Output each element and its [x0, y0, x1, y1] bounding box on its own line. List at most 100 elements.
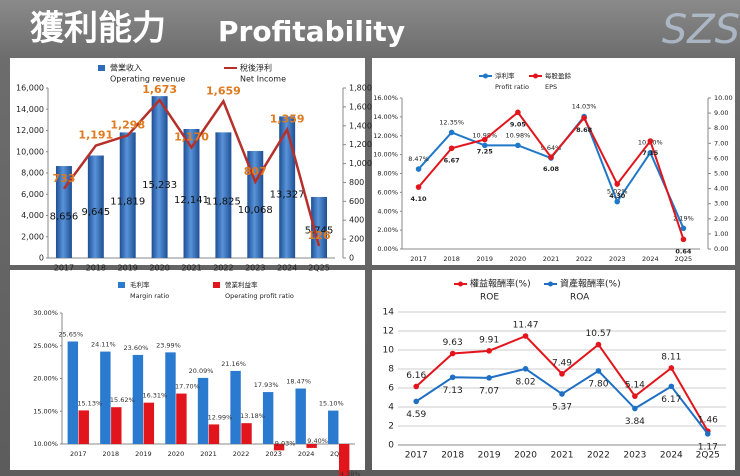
x-tick-label: 2023	[245, 264, 265, 273]
marker	[481, 136, 488, 143]
data-label: 12,141	[174, 195, 209, 206]
x-tick-label: 2023	[609, 255, 626, 263]
bar	[241, 423, 252, 444]
data-label: 18.47%	[286, 378, 311, 386]
bar	[262, 392, 274, 444]
bar	[273, 444, 285, 451]
data-label: 1.17	[698, 442, 718, 452]
x-tick-label: 2024	[298, 450, 315, 458]
x-tick-label: 2018	[103, 450, 120, 458]
bar	[151, 96, 168, 258]
data-label: 12.99%	[208, 413, 233, 421]
x-tick-label: 2024	[277, 264, 297, 273]
y-tick-label: 10	[383, 346, 395, 356]
marker	[486, 348, 492, 354]
x-tick-label: 2022	[587, 451, 610, 461]
marker	[614, 181, 621, 187]
data-label: 8.02	[516, 377, 536, 387]
data-label: 4.59	[406, 410, 426, 420]
legend-label: 營業收入	[110, 63, 142, 73]
y-tick-label: 16,000	[16, 84, 44, 93]
data-label: 20.09%	[189, 367, 214, 375]
x-tick-label: 2021	[200, 450, 217, 458]
y-tick-label: 30.00%	[33, 309, 58, 317]
marker	[449, 374, 456, 381]
marker	[515, 109, 521, 116]
bar	[78, 410, 89, 444]
data-label: 13.18%	[240, 412, 265, 420]
y2-tick-label: 0	[349, 254, 354, 263]
y-tick-label: 8,000	[21, 169, 44, 178]
data-label: 1,359	[270, 113, 305, 126]
x-tick-label: 2Q25	[675, 255, 693, 263]
data-label: 13,327	[270, 189, 305, 200]
data-label: 10.98%	[505, 131, 530, 139]
y2-tick-label: 3.00	[714, 200, 728, 208]
data-label: 10.98%	[472, 131, 497, 139]
data-label: 24.11%	[91, 341, 116, 349]
y-tick-label: 4	[388, 403, 394, 413]
y-tick-label: 6	[388, 384, 394, 394]
x-tick-label: 2022	[576, 255, 593, 263]
data-label: 11,819	[110, 196, 145, 207]
y2-tick-label: 6.00	[714, 154, 728, 162]
bar	[87, 155, 104, 258]
bar	[67, 341, 79, 444]
data-label: 17.70%	[175, 383, 200, 391]
marker	[522, 366, 529, 372]
y-tick-label: 2.00%	[377, 226, 398, 234]
marker	[413, 383, 420, 390]
data-label: 3.84	[625, 417, 645, 427]
data-label: 6.16	[406, 371, 426, 381]
data-label: 4.30	[609, 192, 626, 200]
bar	[295, 388, 306, 444]
y2-tick-label: 1,200	[349, 140, 372, 149]
x-tick-label: 2022	[233, 450, 250, 458]
legend-swatch	[98, 65, 105, 71]
data-label: 8,656	[50, 212, 79, 223]
data-label: 17.93%	[254, 381, 279, 389]
bar	[230, 370, 241, 444]
marker	[481, 142, 488, 149]
y-tick-label: 6.00%	[377, 188, 398, 196]
x-tick-label: 2024	[660, 451, 683, 461]
y2-tick-label: 1,600	[349, 102, 372, 111]
legend-label: 營業利益率	[225, 280, 258, 289]
marker	[680, 225, 687, 232]
data-label: 11.47	[513, 321, 539, 331]
y2-tick-label: 1.00	[714, 230, 728, 238]
title-en: Profitability	[218, 15, 405, 48]
data-label: 12.35%	[439, 118, 464, 126]
marker	[581, 115, 587, 121]
legend-label: 權益報酬率(%)	[470, 278, 531, 290]
marker	[448, 145, 455, 152]
y-tick-label: 6,000	[21, 190, 44, 199]
legend-label: 毛利率	[130, 280, 150, 289]
x-tick-label: 2021	[551, 451, 574, 461]
data-label: 9.40%	[307, 437, 328, 445]
bar	[119, 132, 136, 258]
panel	[372, 270, 735, 470]
x-tick-label: 2023	[265, 450, 282, 458]
legend-label-en: Net Income	[240, 75, 286, 84]
x-tick-label: 2019	[135, 450, 152, 458]
marker	[680, 236, 687, 243]
y2-tick-label: 2.00	[714, 215, 728, 223]
data-label: 0.64	[675, 247, 692, 255]
x-tick-label: 2018	[86, 264, 106, 273]
marker	[559, 391, 565, 397]
bar	[215, 132, 232, 258]
logo: SZS	[662, 7, 740, 53]
data-label: 11,825	[206, 196, 241, 207]
legend-label: 每股盈餘	[545, 71, 572, 80]
y2-tick-label: 1,000	[349, 159, 372, 168]
marker	[415, 166, 422, 172]
y2-tick-label: 1,400	[349, 121, 372, 130]
data-label: 1,170	[174, 131, 209, 144]
data-label: 15.13%	[77, 399, 102, 407]
marker	[486, 375, 492, 381]
data-label: 5.37	[552, 402, 572, 412]
bar	[208, 424, 220, 444]
legend-label-en: ROE	[480, 293, 499, 303]
x-tick-label: 2020	[510, 255, 527, 263]
